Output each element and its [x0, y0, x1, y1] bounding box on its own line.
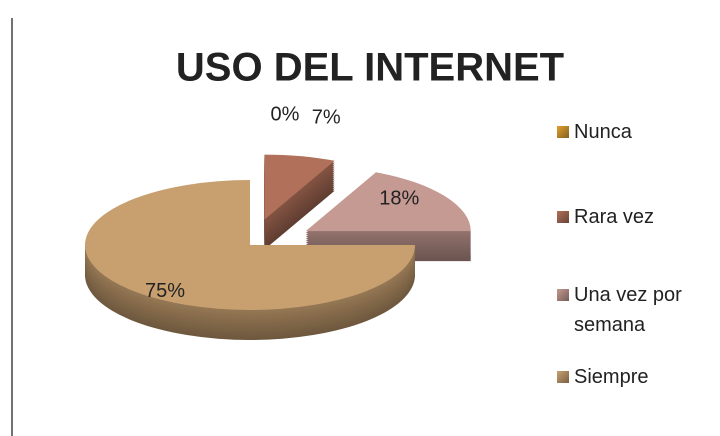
- legend-swatch: [557, 126, 569, 138]
- legend-item: Siempre: [557, 362, 712, 392]
- legend-label: Rara vez: [574, 206, 655, 228]
- legend-item: Nunca: [557, 117, 712, 147]
- labels: 0% 7% 18% 75%: [145, 103, 420, 302]
- slice: [264, 154, 335, 220]
- chart-title: USO DEL INTERNET: [176, 46, 564, 90]
- data-label: 18%: [379, 187, 419, 209]
- legend-swatch: [557, 289, 569, 301]
- legend-swatch: [557, 211, 569, 223]
- data-label: 0%: [271, 103, 300, 125]
- legend-label: Nunca: [574, 121, 632, 143]
- legend-label: Una vez por semana: [574, 284, 682, 336]
- tops: [85, 154, 471, 310]
- data-label: 7%: [312, 106, 341, 128]
- legend-swatch: [557, 371, 569, 383]
- data-label: 75%: [145, 280, 185, 302]
- slice: [85, 180, 415, 310]
- slice: [305, 172, 471, 232]
- legend-item: Rara vez: [557, 202, 712, 232]
- legend-item: Una vez por semana: [557, 280, 712, 340]
- legend-label: Siempre: [574, 366, 649, 388]
